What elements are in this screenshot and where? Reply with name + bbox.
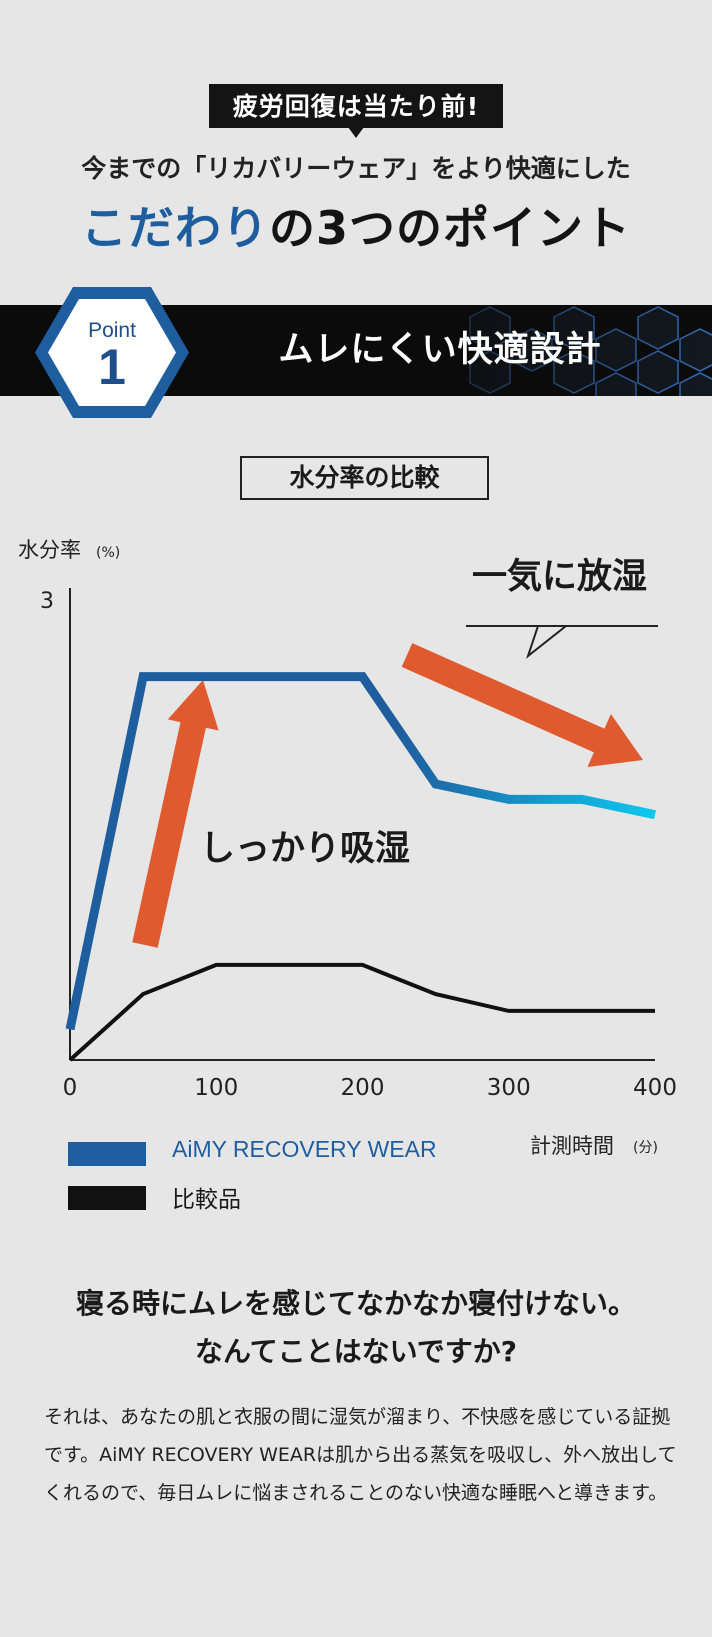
x-tick-label: 200 <box>341 1075 385 1101</box>
chart-title: 水分率の比較 <box>240 456 489 500</box>
body-paragraph: それは、あなたの肌と衣服の間に湿気が溜まり、不快感を感じている証拠です。AiMY… <box>44 1406 677 1504</box>
y-tick-label: 3 <box>40 589 54 614</box>
series-line-comparison <box>68 962 655 1062</box>
header-subtitle: 今までの「リカバリーウェア」をより快適にした <box>81 154 631 183</box>
legend-swatch-comparison <box>68 1186 146 1210</box>
point-hexagon-icon <box>35 287 189 418</box>
point-title: ムレにくい快適設計 <box>278 330 602 370</box>
x-tick-label: 300 <box>487 1075 531 1101</box>
speech-bubble-outline <box>466 625 658 659</box>
question-line-1: 寝る時にムレを感じてなかなか寝付けない。 <box>75 1287 636 1320</box>
annotation-absorb: しっかり吸湿 <box>200 829 410 869</box>
header-badge: 疲労回復は当たり前! <box>208 84 504 138</box>
release-arrow-icon <box>401 643 643 767</box>
header-badge-wrap: 疲労回復は当たり前! <box>0 84 712 138</box>
legend-swatch-product <box>68 1142 146 1166</box>
x-axis-label: 計測時間 <box>530 1134 614 1158</box>
y-axis-label: 水分率 <box>18 538 81 562</box>
annotation-release: 一気に放湿 <box>472 557 647 597</box>
point-number: 1 <box>98 339 126 395</box>
legend-label-product: AiMY RECOVERY WEAR <box>172 1136 437 1162</box>
x-tick-label: 0 <box>63 1075 78 1101</box>
headline-rest: の3つのポイント <box>268 201 631 255</box>
x-axis-unit: (分) <box>633 1140 658 1156</box>
legend-label-comparison: 比較品 <box>172 1187 241 1213</box>
x-tick-label: 100 <box>194 1075 238 1101</box>
headline-highlight: こだわり <box>80 201 269 255</box>
moisture-chart: 水分率 (%) 3 0 100 200 300 400 一気に放湿 しっかり吸湿 計測時… <box>18 538 677 1158</box>
question-line-2: なんてことはないですか? <box>194 1335 517 1368</box>
absorb-arrow-icon <box>132 680 219 948</box>
point-label: Point <box>88 319 136 342</box>
y-axis-unit: (%) <box>96 545 120 561</box>
question-heading: 寝る時にムレを感じてなかなか寝付けない。 なんてことはないですか? <box>0 1280 712 1376</box>
series-line-product <box>65 672 656 1031</box>
page-headline: こだわりの3つのポイント <box>0 192 712 258</box>
x-tick-label: 400 <box>633 1075 677 1101</box>
